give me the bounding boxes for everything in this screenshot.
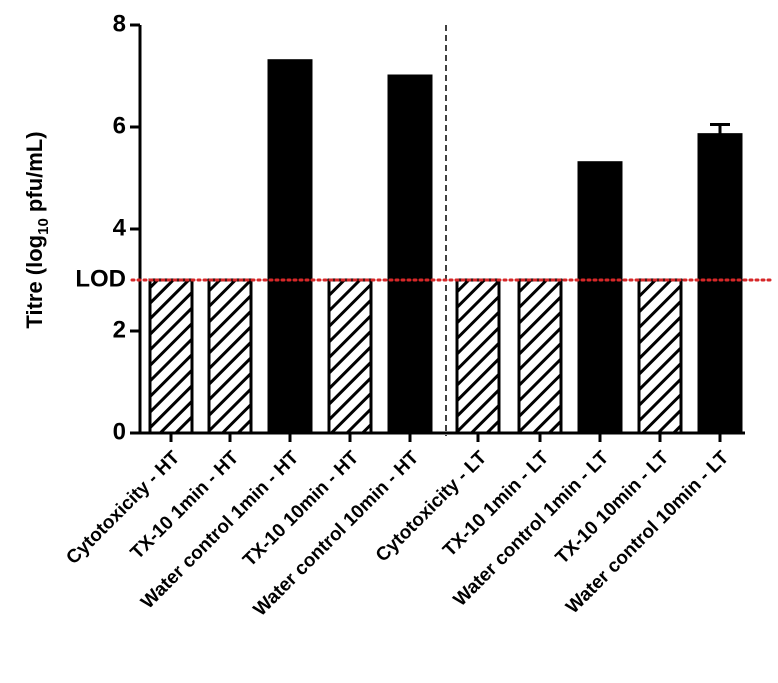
bar <box>267 59 313 435</box>
x-tick-label: TX-10 1min - LT <box>439 447 553 561</box>
x-tick-label: TX-10 10min - LT <box>552 447 674 569</box>
y-tick-label: 4 <box>113 214 127 241</box>
x-tick-label: Cytotoxicity - HT <box>62 447 184 569</box>
y-label-sub: 10 <box>35 218 52 235</box>
y-tick-label: 6 <box>113 112 126 139</box>
bar <box>517 278 563 435</box>
x-tick-label: TX-10 1min - HT <box>127 447 244 564</box>
y-tick-label: 8 <box>113 10 126 37</box>
y-tick-label: 2 <box>113 316 126 343</box>
error-bar <box>710 122 730 135</box>
y-tick-label: 0 <box>113 418 126 445</box>
y-label-main: Titre (log <box>22 235 47 329</box>
bar <box>387 74 433 435</box>
y-axis-label: Titre (log10 pfu/mL) <box>22 131 52 328</box>
bar <box>327 278 373 435</box>
bar <box>577 161 623 435</box>
bar <box>207 278 253 435</box>
bar <box>148 278 194 435</box>
bar <box>697 133 743 435</box>
bar <box>455 278 501 435</box>
reference-label: LOD <box>75 265 126 292</box>
y-label-tail: pfu/mL) <box>22 131 47 218</box>
bar <box>637 278 683 435</box>
x-tick-label: TX-10 10min - HT <box>239 447 363 571</box>
